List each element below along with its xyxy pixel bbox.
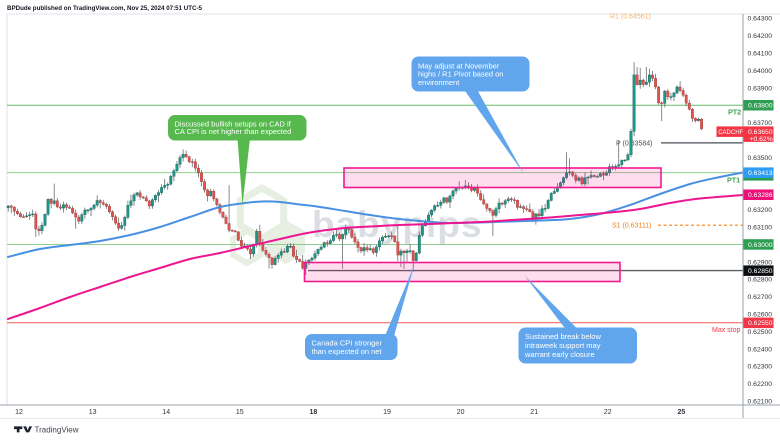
svg-text:0.64000: 0.64000: [748, 68, 773, 75]
svg-text:0.64300: 0.64300: [748, 16, 773, 23]
svg-text:15: 15: [236, 409, 244, 416]
svg-text:0.63286: 0.63286: [748, 192, 773, 199]
svg-text:0.63800: 0.63800: [748, 103, 773, 110]
svg-text:0.64200: 0.64200: [748, 33, 773, 40]
svg-text:0.62850: 0.62850: [748, 268, 773, 275]
svg-text:than expected on net: than expected on net: [312, 347, 383, 356]
svg-text:R1 (0.64561): R1 (0.64561): [610, 14, 651, 21]
svg-text:0.62300: 0.62300: [748, 364, 773, 371]
svg-text:14: 14: [162, 409, 170, 416]
svg-text:P (0.63584): P (0.63584): [616, 140, 652, 147]
svg-text:BPDude published on TradingVie: BPDude published on TradingView.com, Nov…: [7, 5, 203, 12]
svg-text:PT1: PT1: [727, 176, 740, 185]
svg-text:0.62400: 0.62400: [748, 346, 773, 353]
svg-text:0.63500: 0.63500: [748, 155, 773, 162]
svg-text:environment: environment: [418, 78, 460, 87]
svg-text:+0.62%: +0.62%: [750, 136, 773, 143]
svg-text:Discussed bullish setups on CA: Discussed bullish setups on CAD if: [175, 120, 292, 129]
svg-text:highs / R1 Pivot based on: highs / R1 Pivot based on: [418, 70, 503, 79]
svg-text:13: 13: [89, 409, 97, 416]
svg-text:CADCHF: CADCHF: [718, 130, 743, 136]
svg-text:0.64100: 0.64100: [748, 51, 773, 58]
svg-text:25: 25: [678, 409, 686, 416]
svg-text:0.63413: 0.63413: [748, 170, 773, 177]
svg-text:TradingView: TradingView: [35, 426, 79, 435]
svg-text:S1 (0.63111): S1 (0.63111): [612, 223, 651, 230]
svg-text:19: 19: [383, 409, 391, 416]
svg-text:0.63900: 0.63900: [748, 85, 773, 92]
svg-text:0.62900: 0.62900: [748, 259, 773, 266]
svg-text:PT2: PT2: [728, 107, 741, 116]
svg-text:0.63700: 0.63700: [748, 120, 773, 127]
svg-text:12: 12: [15, 409, 23, 416]
svg-text:0.62500: 0.62500: [748, 329, 773, 336]
svg-text:Canada CPI stronger: Canada CPI stronger: [312, 338, 383, 347]
svg-text:0.62200: 0.62200: [748, 381, 773, 388]
svg-text:0.63000: 0.63000: [748, 242, 773, 249]
svg-text:22: 22: [604, 409, 612, 416]
svg-text:Max stop: Max stop: [712, 327, 741, 334]
svg-text:18: 18: [310, 409, 318, 416]
svg-text:0.63650: 0.63650: [748, 129, 773, 136]
svg-text:intraweek support may: intraweek support may: [525, 341, 601, 350]
svg-text:0.62100: 0.62100: [748, 399, 773, 406]
svg-text:0.63200: 0.63200: [748, 207, 773, 214]
svg-text:warrant early closure: warrant early closure: [524, 350, 595, 359]
svg-text:0.62550: 0.62550: [748, 320, 773, 327]
svg-text:21: 21: [530, 409, 538, 416]
svg-text:0.62800: 0.62800: [748, 277, 773, 284]
svg-text:0.62600: 0.62600: [748, 312, 773, 319]
svg-text:Sustained break below: Sustained break below: [525, 332, 601, 341]
svg-text:0.63100: 0.63100: [748, 225, 773, 232]
svg-text:20: 20: [457, 409, 465, 416]
svg-text:0.62700: 0.62700: [748, 294, 773, 301]
svg-text:May adjust at November: May adjust at November: [418, 61, 500, 70]
svg-text:CA CPI is net higher than expe: CA CPI is net higher than expected: [175, 127, 292, 136]
